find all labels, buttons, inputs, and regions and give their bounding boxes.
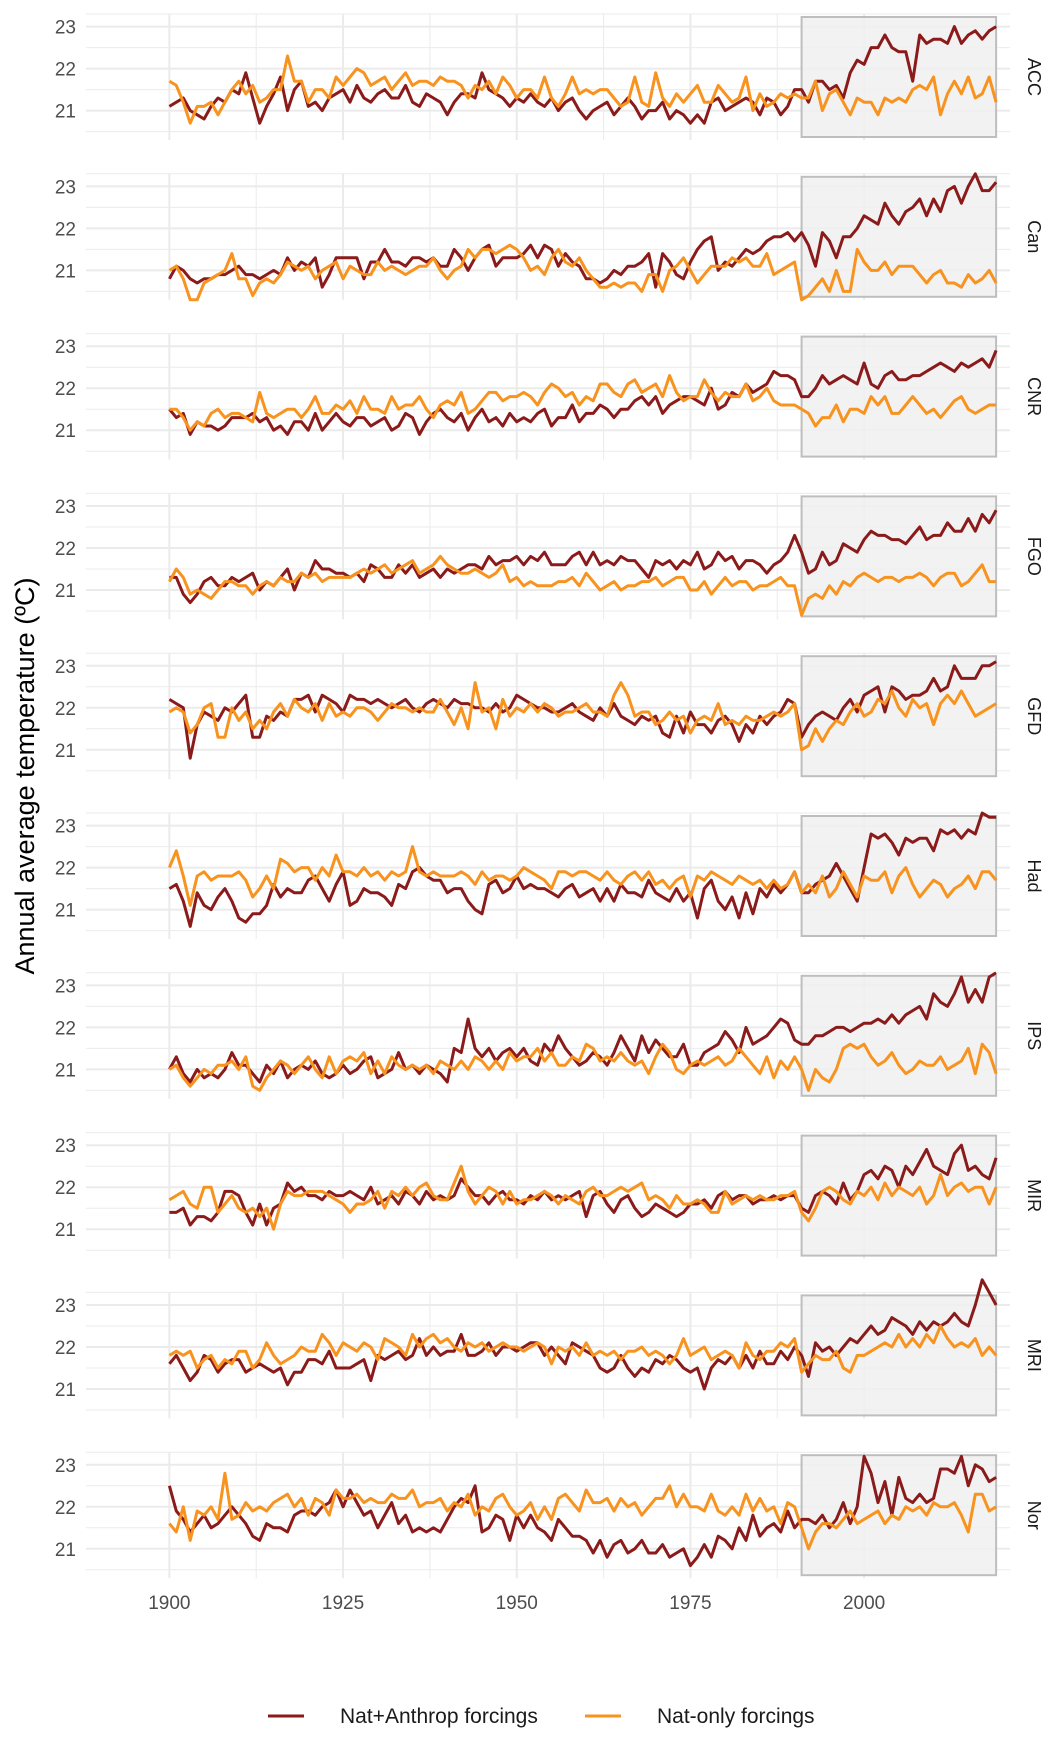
- y-tick-label: 22: [55, 1018, 76, 1039]
- x-tick-label: 1925: [322, 1593, 364, 1614]
- y-tick-label: 22: [55, 539, 76, 560]
- x-tick-label: 1975: [669, 1593, 711, 1614]
- facet-strip-label: CNR: [1024, 377, 1044, 416]
- y-tick-label: 23: [55, 1136, 76, 1157]
- y-axis-label: Annual average temperature (ºC): [10, 577, 40, 974]
- facet-strip-label: ACC: [1024, 58, 1044, 96]
- legend-label: Nat-only forcings: [657, 1705, 815, 1728]
- y-tick-label: 23: [55, 1296, 76, 1317]
- y-tick-label: 23: [55, 1456, 76, 1477]
- grid: [86, 13, 1010, 140]
- series-line-nat-only: [168, 554, 997, 617]
- grid: [86, 492, 1010, 620]
- highlight-period-box: [800, 335, 998, 458]
- y-tick-label: 23: [55, 817, 76, 838]
- series-line-nat-only: [168, 845, 998, 907]
- y-tick-label: 22: [55, 60, 76, 81]
- series-line-nat-only: [168, 1471, 997, 1551]
- series-line-nat-only: [169, 374, 997, 432]
- y-tick-label: 22: [55, 859, 76, 880]
- y-tick-label: 21: [55, 261, 76, 282]
- series-line-nat-only: [168, 54, 998, 125]
- series-line-nat-anthrop: [168, 349, 998, 436]
- y-tick-label: 21: [55, 1540, 76, 1561]
- panel-mri: 21 22 23 MRI: [55, 1278, 1044, 1419]
- y-tick-label: 21: [55, 1220, 76, 1241]
- facet-strip-label: Had: [1024, 859, 1044, 892]
- series-line-nat-anthrop: [169, 1143, 998, 1227]
- facet-strip-label: Nor: [1024, 1501, 1044, 1530]
- legend-label: Nat+Anthrop forcings: [340, 1705, 538, 1728]
- x-tick-label: 2000: [843, 1593, 885, 1614]
- x-axis: 1900 1925 1950 1975 2000: [148, 1593, 885, 1614]
- panel-can: 21 22 23 Can: [55, 172, 1044, 302]
- facet-strip-label: MIR: [1024, 1179, 1044, 1212]
- y-tick-label: 23: [55, 337, 76, 358]
- x-tick-label: 1950: [496, 1593, 538, 1614]
- y-tick-label: 23: [55, 18, 76, 39]
- highlight-period-box: [800, 655, 998, 778]
- y-tick-label: 23: [55, 177, 76, 198]
- y-tick-label: 22: [55, 1338, 76, 1359]
- y-tick-label: 21: [55, 741, 76, 762]
- facet-strip-label: IPS: [1024, 1021, 1044, 1050]
- series-line-nat-only: [168, 681, 997, 752]
- series-line-nat-only: [168, 1042, 998, 1092]
- y-tick-label: 22: [55, 379, 76, 400]
- y-tick-label: 23: [55, 976, 76, 997]
- panel-mir: 21 22 23 MIR: [55, 1132, 1044, 1259]
- legend: Nat+Anthrop forcings Nat-only forcings: [268, 1705, 815, 1728]
- series-line-nat-only: [168, 1164, 998, 1231]
- y-tick-label: 23: [55, 497, 76, 518]
- highlight-period-box: [800, 1454, 998, 1577]
- facet-strip-label: GFD: [1024, 697, 1044, 735]
- panel-acc: 21 22 23 ACC: [55, 13, 1044, 140]
- y-tick-label: 21: [55, 581, 76, 602]
- panel-fgo: 21 22 23 FGO: [55, 492, 1044, 620]
- y-tick-label: 21: [55, 102, 76, 123]
- series-line-nat-anthrop: [168, 660, 997, 760]
- y-tick-label: 22: [55, 219, 76, 240]
- y-tick-label: 21: [55, 1380, 76, 1401]
- series-line-nat-only: [168, 1324, 998, 1374]
- facet-strip-label: MRI: [1024, 1339, 1044, 1372]
- highlight-period-box: [800, 16, 998, 138]
- y-tick-label: 21: [55, 421, 76, 442]
- panel-nor: 21 22 23 Nor: [55, 1451, 1044, 1579]
- y-tick-label: 22: [55, 699, 76, 720]
- highlight-period-box: [800, 1294, 998, 1417]
- y-tick-label: 23: [55, 657, 76, 678]
- highlight-period-box: [800, 495, 998, 618]
- y-tick-label: 22: [55, 1178, 76, 1199]
- y-tick-label: 21: [55, 1060, 76, 1081]
- facet-strip-label: FGO: [1024, 537, 1044, 576]
- panels-group: 21 22 23 ACC 21 22 23 Can 21 22 23 CNR 21 22 23 FGO 21 22…: [55, 13, 1044, 1579]
- panel-ips: 21 22 23 IPS: [55, 971, 1044, 1099]
- series-line-nat-anthrop: [168, 971, 997, 1084]
- y-tick-label: 22: [55, 1498, 76, 1519]
- panel-gfd: 21 22 23 GFD: [55, 652, 1044, 780]
- panel-had: 21 22 23 Had: [55, 811, 1044, 939]
- y-tick-label: 21: [55, 901, 76, 922]
- x-tick-label: 1900: [148, 1593, 190, 1614]
- facet-strip-label: Can: [1024, 220, 1044, 253]
- series-line-nat-only: [168, 243, 998, 302]
- panel-cnr: 21 22 23 CNR: [55, 333, 1044, 460]
